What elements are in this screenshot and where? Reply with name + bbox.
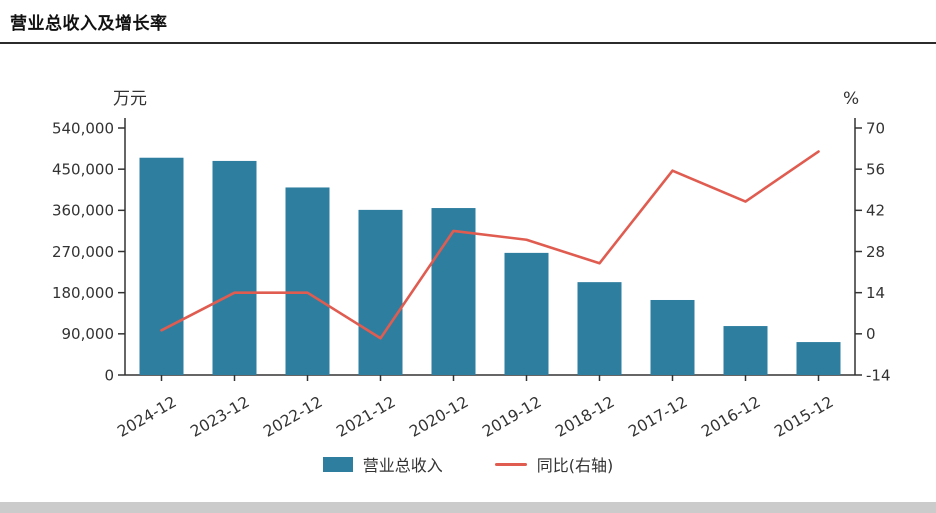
chart-header: 营业总收入及增长率: [0, 0, 936, 44]
bottom-strip: [0, 502, 936, 513]
right-tick-label: 56: [866, 160, 885, 178]
bar: [285, 187, 330, 375]
legend-item-revenue[interactable]: 营业总收入: [322, 452, 443, 476]
x-tick-label: 2024-12: [114, 393, 179, 441]
bar: [358, 209, 403, 375]
chart-area: 万元% 0 90,000 180,000 270,000 360,000 450,000 54…: [0, 42, 936, 462]
bar: [139, 157, 184, 375]
left-tick-label: 360,000: [52, 202, 114, 220]
x-tick-label: 2016-12: [698, 393, 763, 441]
x-tick-label: 2015-12: [771, 393, 836, 441]
right-tick-label: 0: [866, 325, 876, 343]
legend: 营业总收入 同比(右轴): [0, 452, 936, 476]
chart-svg: 万元 % 0 90,000 180,000 270,000 360,000 450,000 54…: [52, 89, 891, 441]
left-tick-label: 450,000: [52, 160, 114, 178]
legend-item-yoy[interactable]: 同比(右轴): [494, 452, 614, 476]
left-tick-label: 270,000: [52, 243, 114, 261]
line-legend-swatch: [494, 462, 527, 466]
right-axis-unit: %: [843, 89, 859, 109]
left-tick-label: 90,000: [62, 325, 115, 343]
right-tick-label: -14: [866, 366, 891, 384]
bar: [650, 299, 695, 375]
x-tick-label: 2020-12: [406, 393, 471, 441]
left-tick-label: 0: [104, 366, 114, 384]
bar: [504, 252, 549, 375]
legend-label-revenue: 营业总收入: [362, 456, 443, 475]
bar-legend-swatch: [322, 456, 353, 472]
page-title: 营业总收入及增长率: [10, 14, 168, 34]
x-tick-label: 2021-12: [333, 393, 398, 441]
x-tick-label: 2018-12: [552, 393, 617, 441]
x-tick-label: 2017-12: [625, 393, 690, 441]
x-tick-label: 2023-12: [187, 393, 252, 441]
bar: [212, 160, 257, 375]
bar: [431, 208, 476, 375]
left-axis-unit: 万元: [113, 89, 147, 109]
x-tick-label: 2019-12: [479, 393, 544, 441]
yoy-line: [160, 150, 820, 340]
bar: [796, 342, 841, 375]
bar: [577, 282, 622, 375]
right-tick-label: 14: [866, 284, 885, 302]
left-tick-label: 540,000: [52, 119, 114, 137]
right-tick-label: 28: [866, 243, 885, 261]
left-tick-label: 180,000: [52, 284, 114, 302]
revenue-bars: [139, 157, 841, 375]
right-tick-label: 70: [866, 119, 885, 137]
right-tick-label: 42: [866, 202, 885, 220]
legend-label-yoy: 同比(右轴): [536, 456, 614, 475]
x-tick-label: 2022-12: [260, 393, 325, 441]
bar: [723, 326, 768, 375]
